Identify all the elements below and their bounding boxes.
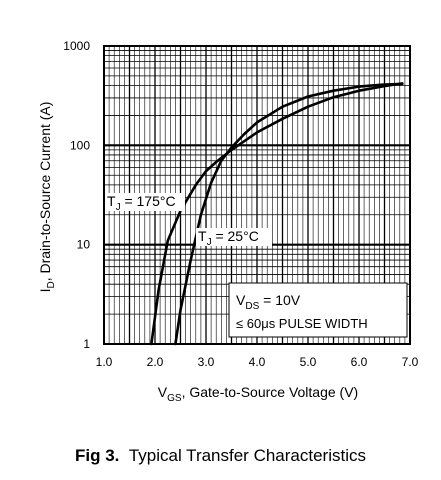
- transfer-characteristics-chart: 1.0 2.0 3.0 4.0 5.0 6.0 7.0 1 10 100 1000 VDS = 1…: [37, 39, 419, 404]
- x-tick-label: 1.0: [96, 355, 113, 369]
- x-tick-label: 6.0: [351, 355, 368, 369]
- y-tick-label: 1: [83, 337, 90, 351]
- y-tick-label: 10: [77, 238, 91, 252]
- x-tick-labels: 1.0 2.0 3.0 4.0 5.0 6.0 7.0: [96, 355, 419, 369]
- y-tick-label: 1000: [63, 39, 90, 53]
- x-tick-label: 4.0: [249, 355, 266, 369]
- figure-number: Fig 3.: [75, 446, 120, 465]
- y-tick-labels: 1 10 100 1000: [63, 39, 90, 351]
- series-group: [150, 82, 404, 346]
- t175-label: TJ = 175°C: [107, 193, 176, 213]
- x-axis-title: VGS, Gate-to-Source Voltage (V): [158, 384, 358, 404]
- y-axis-title: ID, Drain-to-Source Current (A): [37, 102, 57, 293]
- figure-title: Typical Transfer Characteristics: [128, 446, 366, 465]
- legend-box: [228, 282, 408, 338]
- y-tick-label: 100: [70, 138, 90, 152]
- pulse-width-annotation: ≤ 60μs PULSE WIDTH: [236, 316, 368, 331]
- plot-frame: [103, 45, 411, 345]
- t175-label-bg: [105, 193, 185, 211]
- x-tick-label: 3.0: [198, 355, 215, 369]
- x-tick-label: 5.0: [300, 355, 317, 369]
- vds-annotation: VDS = 10V: [236, 292, 301, 312]
- series-line-tj-175c: [150, 82, 404, 346]
- t25-label: TJ = 25°C: [198, 228, 259, 248]
- x-tick-label: 7.0: [402, 355, 419, 369]
- series-line-tj-25c: [174, 82, 404, 346]
- figure-caption: Fig 3. Typical Transfer Characteristics: [0, 446, 441, 466]
- t25-label-bg: [196, 228, 272, 246]
- x-tick-label: 2.0: [147, 355, 164, 369]
